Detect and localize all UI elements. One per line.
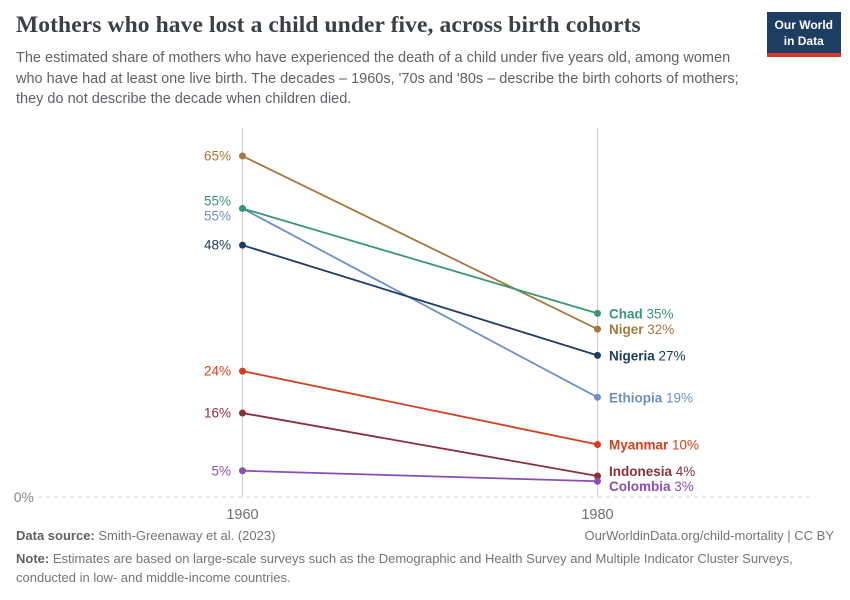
footer-license: CC BY	[794, 528, 834, 543]
series-line-chad[interactable]	[242, 207, 598, 315]
series-start-value-ethiopia: 55%	[204, 208, 231, 223]
series-end-label-niger: Niger 32%	[609, 322, 674, 337]
series-dot-nigeria-1980[interactable]	[594, 351, 601, 359]
footer-source-label: Data source:	[16, 528, 95, 543]
series-dot-nigeria-1960[interactable]	[239, 241, 246, 249]
owid-logo[interactable]: Our World in Data	[766, 12, 841, 58]
x-tick-1980: 1980	[581, 507, 613, 523]
series-dot-niger-1960[interactable]	[239, 152, 246, 160]
footer-source: Data source: Smith-Greenaway et al. (202…	[16, 528, 275, 543]
series-line-indonesia[interactable]	[242, 412, 598, 477]
series-line-myanmar[interactable]	[242, 370, 598, 446]
series-end-label-ethiopia: Ethiopia 19%	[609, 390, 693, 405]
series-end-label-colombia: Colombia 3%	[609, 479, 694, 494]
footer-note-value: Estimates are based on large-scale surve…	[16, 551, 793, 585]
x-tick-1960: 1960	[226, 507, 258, 523]
series-line-colombia[interactable]	[242, 469, 598, 483]
owid-logo-line1: Our World	[774, 18, 833, 32]
series-dot-indonesia-1980[interactable]	[594, 472, 601, 480]
footer-link[interactable]: OurWorldinData.org/child-mortality	[584, 528, 784, 543]
footer-source-row: Data source: Smith-Greenaway et al. (202…	[16, 528, 834, 543]
footer-source-value: Smith-Greenaway et al. (2023)	[98, 528, 276, 543]
owid-logo-line2: in Data	[783, 33, 824, 48]
series-end-label-nigeria: Nigeria 27%	[609, 348, 686, 363]
series-start-value-indonesia: 16%	[204, 406, 231, 421]
series-dot-myanmar-1960[interactable]	[239, 367, 246, 375]
series-start-value-myanmar: 24%	[204, 364, 231, 379]
series-dot-ethiopia-1980[interactable]	[594, 393, 601, 401]
series-start-value-nigeria: 48%	[204, 238, 231, 253]
y-zero-tick-label: 0%	[14, 489, 34, 505]
series-end-label-indonesia: Indonesia 4%	[609, 464, 695, 479]
series-start-value-niger: 65%	[204, 149, 231, 164]
footer-separator: |	[787, 528, 791, 543]
series-end-label-chad: Chad 35%	[609, 306, 674, 321]
footer-note: Note: Estimates are based on large-scale…	[16, 550, 798, 588]
series-dot-chad-1960[interactable]	[239, 204, 246, 212]
series-dot-colombia-1960[interactable]	[239, 467, 246, 475]
series-line-niger[interactable]	[242, 155, 598, 330]
series-line-nigeria[interactable]	[242, 244, 598, 357]
series-dot-colombia-1980[interactable]	[594, 477, 601, 485]
chart-header: Mothers who have lost a child under five…	[16, 10, 752, 110]
series-start-value-colombia: 5%	[211, 463, 231, 478]
page-title: Mothers who have lost a child under five…	[16, 12, 641, 38]
footer-note-label: Note:	[16, 551, 50, 566]
series-dot-indonesia-1960[interactable]	[239, 409, 246, 417]
series-start-value-chad: 55%	[204, 193, 231, 208]
series-dot-niger-1980[interactable]	[594, 325, 601, 333]
series-dot-myanmar-1980[interactable]	[594, 441, 601, 449]
series-line-ethiopia[interactable]	[242, 207, 598, 399]
series-end-label-myanmar: Myanmar 10%	[609, 437, 699, 452]
chart-subtitle: The estimated share of mothers who have …	[16, 50, 739, 108]
footer-credits: OurWorldinData.org/child-mortality | CC …	[584, 528, 834, 543]
series-dot-chad-1980[interactable]	[594, 309, 601, 317]
